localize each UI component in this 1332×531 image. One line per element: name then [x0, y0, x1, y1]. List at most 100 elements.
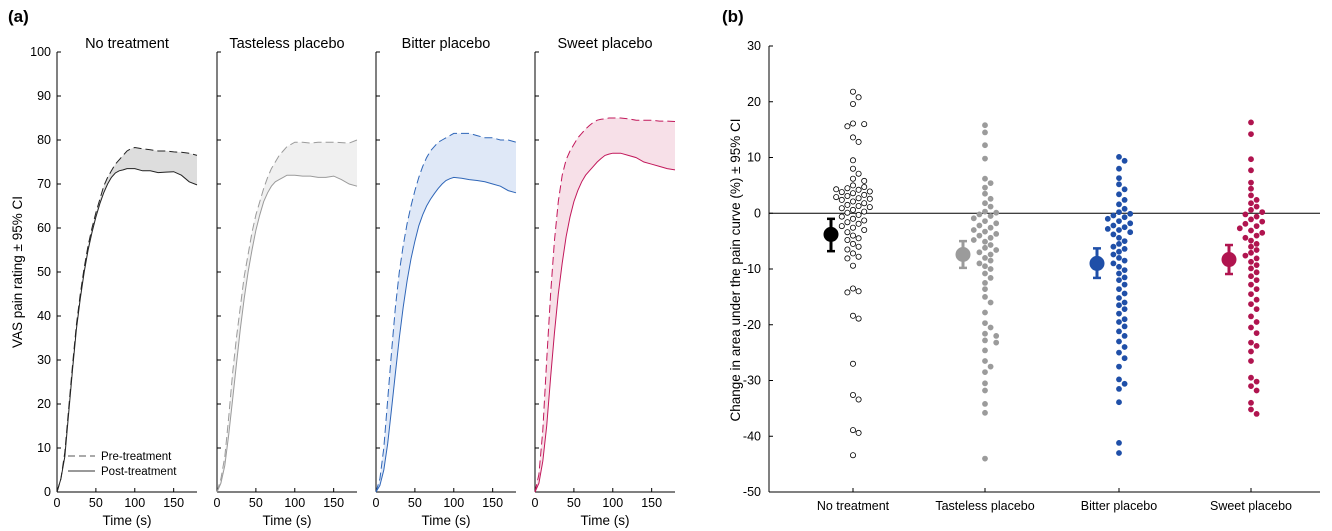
- x-tick-label: 50: [249, 496, 263, 510]
- data-point: [850, 232, 857, 239]
- data-point: [970, 227, 977, 233]
- x-tick-label: 150: [323, 496, 344, 510]
- data-point: [1253, 269, 1260, 276]
- data-point: [1116, 248, 1122, 255]
- data-point: [1121, 205, 1128, 212]
- data-point: [1116, 165, 1122, 172]
- data-point: [982, 270, 988, 277]
- data-point: [1116, 295, 1122, 301]
- data-point: [850, 240, 857, 247]
- panel-a-plots: 0 10 20 30 40 50 60 70 80 90 100 0 50 100 150 Time (s) N…: [30, 36, 676, 528]
- data-point: [850, 88, 857, 95]
- data-point: [1116, 363, 1122, 370]
- data-point: [1248, 200, 1254, 207]
- data-point: [1121, 238, 1128, 244]
- data-point: [982, 358, 988, 364]
- data-point: [970, 215, 977, 222]
- subplot-title: No treatment: [85, 36, 169, 52]
- data-point: [850, 206, 857, 213]
- pre-treatment-line: [375, 132, 517, 493]
- data-point: [1116, 376, 1122, 383]
- data-point: [993, 339, 1000, 346]
- data-point: [844, 236, 851, 243]
- data-point: [1253, 223, 1260, 229]
- data-point: [982, 129, 988, 136]
- data-point: [1104, 215, 1111, 222]
- data-point: [861, 177, 868, 184]
- data-point: [1248, 281, 1254, 288]
- data-point: [1116, 319, 1122, 325]
- data-point: [1248, 119, 1254, 126]
- mean-marker: [823, 226, 839, 242]
- data-point: [1110, 251, 1117, 258]
- mean-marker: [1089, 255, 1105, 271]
- x-tick-label: 50: [408, 496, 422, 510]
- data-point: [855, 170, 862, 177]
- data-point: [1248, 339, 1254, 346]
- data-point: [1116, 181, 1122, 188]
- data-point: [1116, 240, 1122, 247]
- data-point: [1248, 273, 1254, 280]
- data-point: [1121, 257, 1128, 264]
- data-point: [1127, 229, 1134, 236]
- data-point: [987, 180, 994, 186]
- data-point: [833, 194, 840, 201]
- data-point: [987, 242, 994, 248]
- data-point: [1127, 210, 1134, 217]
- data-point: [1121, 196, 1128, 203]
- y-tick-label: 60: [37, 221, 51, 235]
- data-point: [1253, 247, 1260, 253]
- data-point: [1116, 277, 1122, 283]
- data-point: [970, 237, 977, 243]
- data-point: [1116, 328, 1122, 335]
- data-point: [976, 232, 983, 239]
- x-tick-label: 0: [532, 496, 539, 510]
- data-point: [850, 190, 857, 197]
- subplot-4: 0 50 100 150 Time (s) Sweet placebo: [532, 36, 676, 528]
- data-point: [1116, 209, 1122, 215]
- data-point: [987, 195, 994, 202]
- data-point: [1253, 196, 1260, 203]
- data-point: [1116, 349, 1122, 356]
- data-point: [1253, 342, 1260, 349]
- post-treatment-line: [216, 174, 358, 493]
- category-label: Bitter placebo: [1081, 499, 1157, 513]
- x-tick-label: 0: [214, 496, 221, 510]
- data-point: [1248, 192, 1254, 199]
- data-point: [1248, 399, 1254, 406]
- data-point: [1253, 213, 1260, 220]
- data-point: [982, 455, 988, 462]
- data-point: [982, 218, 988, 224]
- data-point: [987, 363, 994, 370]
- data-point: [982, 409, 988, 416]
- data-point: [982, 238, 988, 245]
- data-point: [1259, 218, 1266, 225]
- data-point: [1253, 410, 1260, 417]
- data-point: [1242, 252, 1249, 259]
- y-tick-label: 50: [37, 265, 51, 279]
- data-point: [1248, 216, 1254, 223]
- data-point: [1253, 255, 1260, 262]
- data-point: [976, 211, 983, 218]
- data-point: [838, 189, 845, 196]
- data-point: [1253, 330, 1260, 336]
- subplot-title: Sweet placebo: [557, 36, 652, 52]
- data-point: [982, 347, 988, 354]
- data-point: [861, 183, 868, 190]
- data-point: [844, 229, 851, 236]
- data-point: [855, 195, 862, 202]
- x-tick-label: 100: [443, 496, 464, 510]
- data-point: [1116, 254, 1122, 261]
- y-tick-label: 20: [747, 95, 761, 109]
- data-point: [982, 320, 988, 326]
- pre-treatment-line: [534, 117, 676, 493]
- data-point: [1242, 211, 1249, 218]
- data-point: [838, 223, 845, 230]
- x-tick-label: 100: [284, 496, 305, 510]
- data-point: [987, 257, 994, 264]
- y-tick-label: 40: [37, 309, 51, 323]
- data-point: [866, 195, 873, 202]
- data-point: [850, 452, 857, 459]
- data-point: [1116, 153, 1122, 160]
- panel-b-tag: (b): [722, 7, 744, 26]
